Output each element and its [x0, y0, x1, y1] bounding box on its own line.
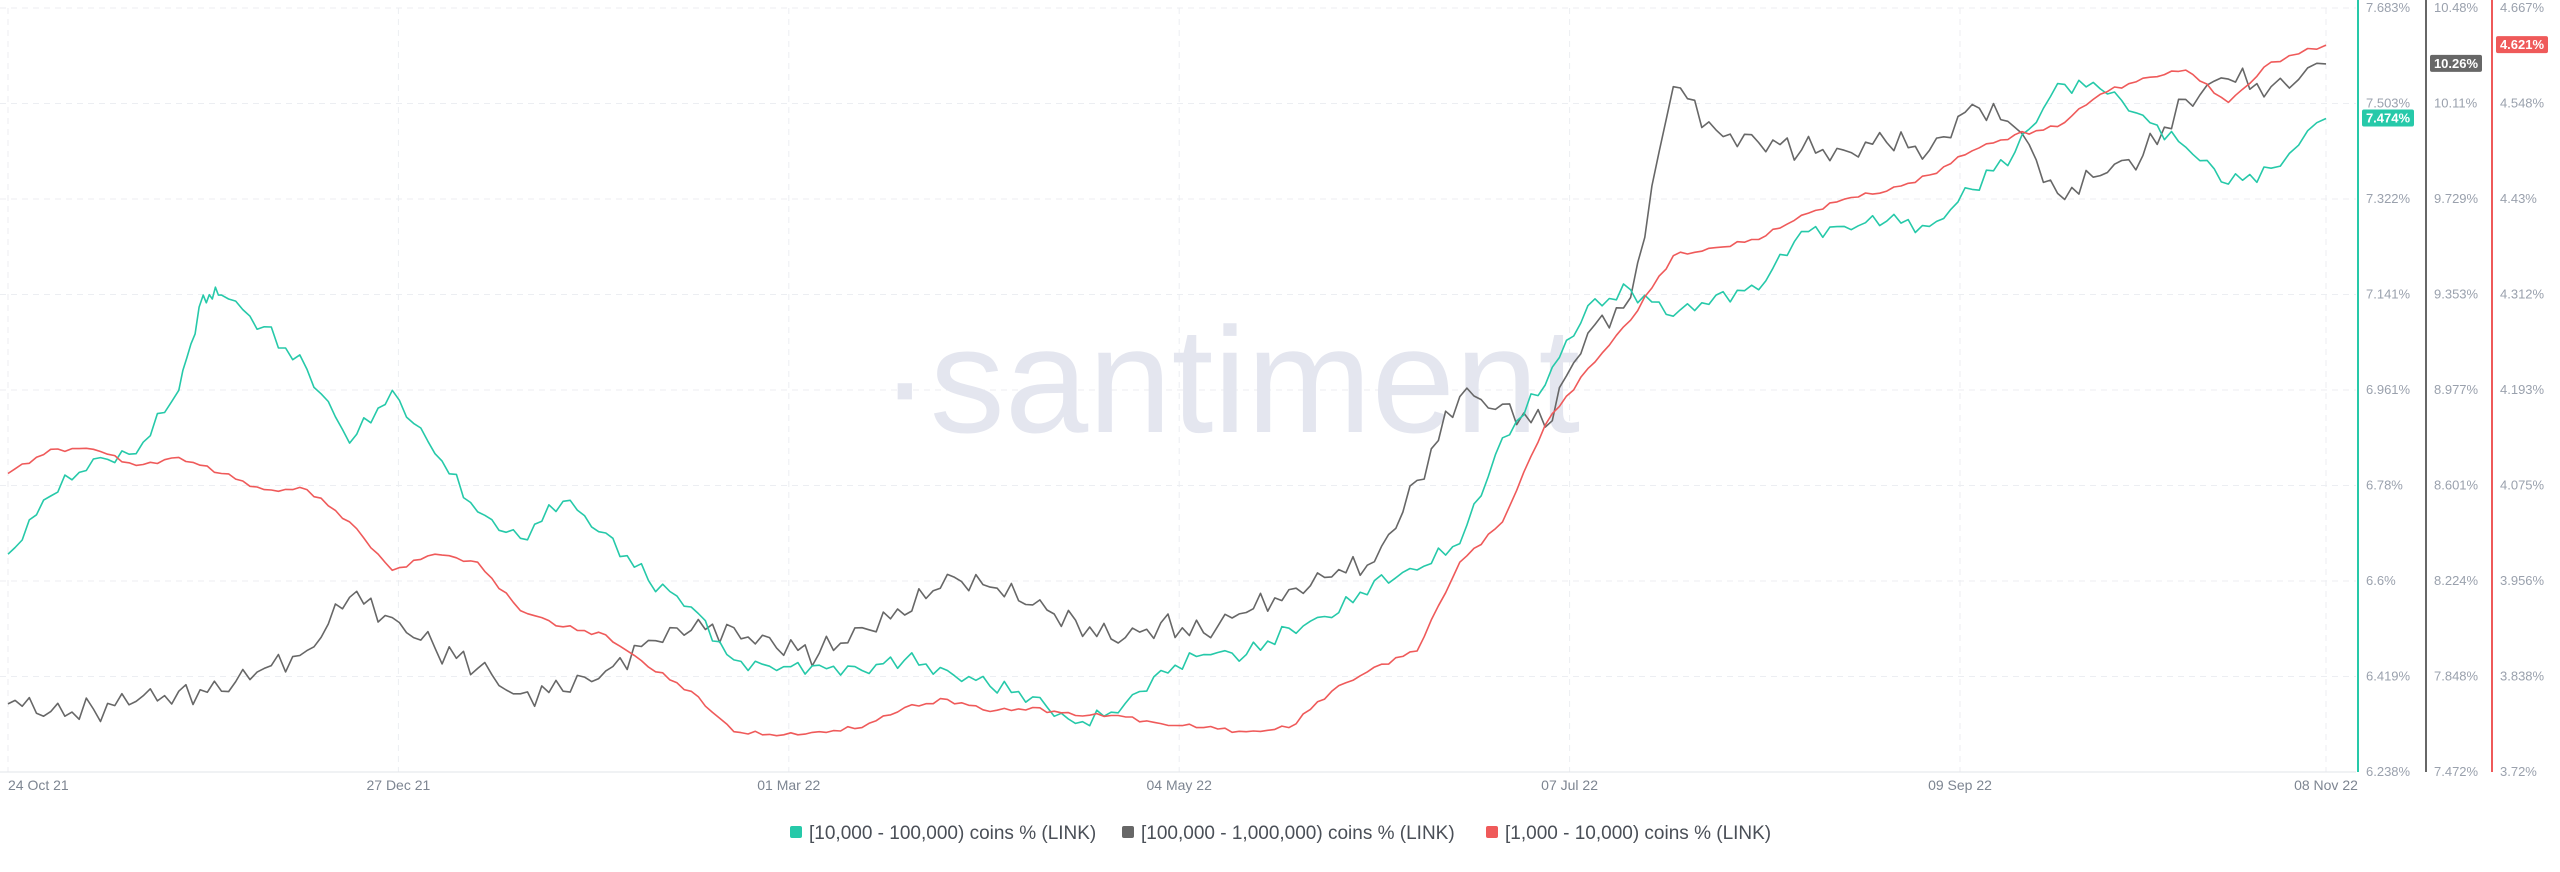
y-tick-label: 4.193%	[2500, 382, 2545, 397]
series-layer	[7, 44, 2327, 737]
x-axis: 24 Oct 21 27 Dec 21 01 Mar 22 04 May 22 07 J…	[0, 771, 2358, 793]
y-tick-label: 9.729%	[2434, 191, 2479, 206]
y-tick-label: 7.472%	[2434, 764, 2479, 779]
y-tick-label: 4.43%	[2500, 191, 2537, 206]
legend-swatch	[1486, 826, 1498, 838]
series-line	[7, 44, 2327, 737]
y-tick-label: 7.141%	[2366, 287, 2411, 302]
x-tick-label: 04 May 22	[1147, 777, 1213, 793]
y-tick-label: 6.78%	[2366, 478, 2403, 493]
y-tick-label: 4.548%	[2500, 96, 2545, 111]
series-line	[7, 62, 2327, 723]
x-tick-label: 27 Dec 21	[366, 777, 430, 793]
y-tick-label: 4.075%	[2500, 478, 2545, 493]
x-tick-label: 08 Nov 22	[2294, 777, 2358, 793]
y-tick-label: 8.224%	[2434, 573, 2479, 588]
legend-label: [10,000 - 100,000) coins % (LINK)	[809, 823, 1096, 844]
y-tick-label: 6.238%	[2366, 764, 2411, 779]
y-tick-label: 10.11%	[2434, 96, 2478, 111]
x-tick-label: 01 Mar 22	[757, 777, 820, 793]
y-tick-label: 7.683%	[2366, 0, 2411, 15]
value-badge-label: 7.474%	[2366, 111, 2411, 126]
y-tick-label: 7.503%	[2366, 96, 2411, 111]
series-line	[7, 79, 2327, 727]
watermark: ·santiment	[880, 296, 1580, 464]
x-tick-label: 09 Sep 22	[1928, 777, 1992, 793]
y-tick-label: 7.848%	[2434, 669, 2479, 684]
legend-item[interactable]: [100,000 - 1,000,000) coins % (LINK)	[1122, 823, 1455, 844]
value-badge	[2496, 36, 2548, 54]
y-tick-label: 4.667%	[2500, 0, 2545, 15]
legend-swatch	[790, 826, 802, 838]
y-tick-label: 3.72%	[2500, 764, 2537, 779]
legend-label: [100,000 - 1,000,000) coins % (LINK)	[1141, 823, 1455, 844]
legend-item[interactable]: [1,000 - 10,000) coins % (LINK)	[1486, 823, 1771, 844]
axes: 7.683% 7.503% 7.322% 7.141% 6.961% 6.78% 6.6% 6…	[2357, 0, 2548, 779]
x-tick-label: 24 Oct 21	[8, 777, 69, 793]
y-tick-label: 8.601%	[2434, 478, 2479, 493]
x-tick-label: 07 Jul 22	[1541, 777, 1598, 793]
value-badge-label: 4.621%	[2500, 37, 2545, 52]
y-tick-label: 6.419%	[2366, 669, 2411, 684]
value-badge	[2362, 109, 2414, 127]
y-tick-label: 6.961%	[2366, 382, 2411, 397]
legend-label: [1,000 - 10,000) coins % (LINK)	[1505, 823, 1771, 844]
value-badge-label: 10.26%	[2434, 56, 2479, 71]
y-tick-label: 3.956%	[2500, 573, 2545, 588]
y-tick-label: 8.977%	[2434, 382, 2479, 397]
y-tick-label: 4.312%	[2500, 287, 2545, 302]
value-badge	[2430, 54, 2482, 72]
legend-item[interactable]: [10,000 - 100,000) coins % (LINK)	[790, 823, 1096, 844]
y-tick-label: 6.6%	[2366, 573, 2396, 588]
legend[interactable]: [10,000 - 100,000) coins % (LINK) [100,00…	[790, 823, 1771, 844]
y-tick-label: 3.838%	[2500, 669, 2545, 684]
y-tick-label: 7.322%	[2366, 191, 2411, 206]
y-tick-label: 9.353%	[2434, 287, 2479, 302]
legend-swatch	[1122, 826, 1134, 838]
y-tick-label: 10.48%	[2434, 0, 2479, 15]
